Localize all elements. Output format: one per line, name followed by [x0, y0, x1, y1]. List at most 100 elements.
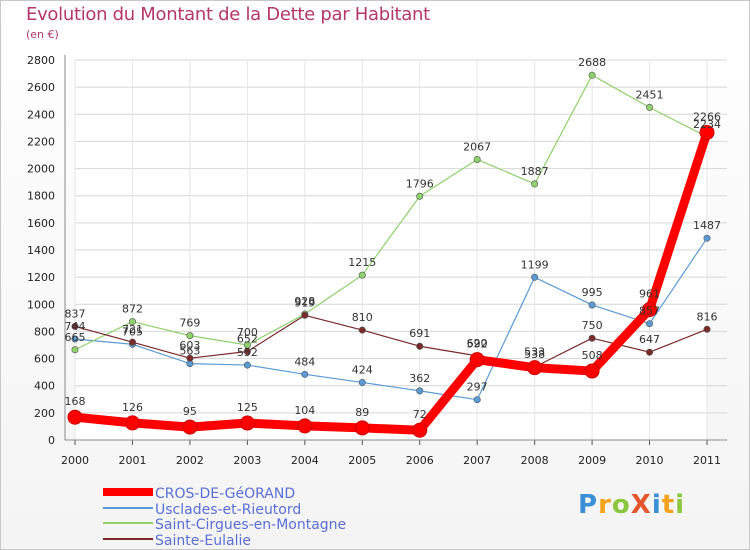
data-label: 816	[697, 310, 718, 323]
proxiti-logo: ProXiti	[578, 490, 685, 520]
data-label: 652	[237, 333, 258, 346]
data-point	[354, 420, 370, 436]
logo-letter: X	[630, 490, 652, 520]
data-label: 95	[183, 405, 197, 418]
data-label: 647	[639, 333, 660, 346]
series-line-0	[70, 127, 712, 435]
series-layer	[67, 71, 715, 438]
data-point	[473, 396, 481, 404]
data-label: 563	[179, 345, 200, 358]
x-tick-label: 2001	[118, 454, 146, 467]
data-point	[469, 352, 485, 368]
data-point	[301, 370, 309, 378]
data-point	[124, 415, 140, 431]
data-label: 769	[179, 317, 200, 330]
data-point	[186, 332, 194, 340]
data-label: 928	[294, 295, 315, 308]
data-label: 533	[524, 346, 545, 359]
data-label: 744	[65, 320, 86, 333]
data-label: 700	[237, 326, 258, 339]
x-tick-label: 2006	[406, 454, 434, 467]
data-label: 1215	[348, 256, 376, 269]
y-tick-label: 1400	[27, 244, 55, 257]
data-label: 1796	[406, 177, 434, 190]
x-tick-label: 2003	[233, 454, 261, 467]
data-label: 857	[639, 305, 660, 318]
x-tick-label: 2004	[291, 454, 319, 467]
data-label: 1887	[521, 165, 549, 178]
data-label: 1199	[521, 258, 549, 271]
data-point	[297, 418, 313, 434]
data-label: 552	[237, 346, 258, 359]
y-tick-label: 1800	[27, 190, 55, 203]
data-point	[182, 419, 198, 435]
data-label: 691	[409, 327, 430, 340]
data-label: 297	[467, 381, 488, 394]
x-tick-label: 2002	[176, 454, 204, 467]
data-label: 1487	[693, 219, 721, 232]
data-label: 872	[122, 303, 143, 316]
data-label: 810	[352, 311, 373, 324]
logo-letter: o	[611, 490, 631, 520]
data-point	[473, 155, 481, 163]
data-point	[358, 378, 366, 386]
data-point	[646, 103, 654, 111]
logo-letter: r	[598, 490, 612, 520]
data-label: 750	[582, 319, 603, 332]
data-point	[358, 326, 366, 334]
data-label: 2266	[693, 110, 721, 123]
series-line-1	[74, 237, 708, 401]
data-label: 362	[409, 372, 430, 385]
data-point	[642, 302, 658, 318]
data-point	[71, 346, 79, 354]
y-tick-label: 1600	[27, 217, 55, 230]
x-tick-label: 2005	[348, 454, 376, 467]
logo-letter: i	[675, 490, 686, 520]
data-point	[646, 320, 654, 328]
data-point	[186, 354, 194, 362]
y-tick-label: 2200	[27, 135, 55, 148]
data-label-layer: 744 705 563 552 484 424 362 297 1199 995 857 1487 66…	[65, 56, 722, 421]
data-point	[71, 335, 79, 343]
data-label: 125	[237, 401, 258, 414]
x-tick-label: 2007	[463, 454, 491, 467]
legend-label-1: Usclades-et-Rieutord	[155, 502, 301, 518]
data-point	[531, 273, 539, 281]
data-label: 508	[582, 349, 603, 362]
data-label: 484	[294, 355, 315, 368]
data-point	[128, 338, 136, 346]
data-point	[588, 71, 596, 79]
data-label: 104	[294, 404, 315, 417]
data-point	[301, 311, 309, 319]
data-point	[699, 124, 715, 140]
data-label: 424	[352, 363, 373, 376]
data-label: 665	[65, 331, 86, 344]
data-point	[531, 180, 539, 188]
data-point	[416, 192, 424, 200]
data-label: 72	[413, 408, 427, 421]
y-tick-label: 0	[48, 434, 55, 447]
data-label: 721	[122, 323, 143, 336]
chart-title: Evolution du Montant de la Dette par Hab…	[26, 4, 430, 25]
data-point	[67, 409, 83, 425]
data-label: 168	[65, 395, 86, 408]
data-point	[588, 301, 596, 309]
data-label: 620	[467, 337, 488, 350]
legend-label-0: CROS-DE-GéORAND	[155, 486, 295, 502]
data-point	[416, 342, 424, 350]
y-tick-label: 200	[34, 407, 55, 420]
data-point	[358, 271, 366, 279]
series-line-3	[74, 314, 708, 368]
data-label: 705	[122, 325, 143, 338]
legend-label-2: Saint-Cirgues-en-Montagne	[155, 517, 346, 533]
y-tick-label: 1200	[27, 271, 55, 284]
data-point	[243, 348, 251, 356]
x-tick-label: 2010	[636, 454, 664, 467]
x-tick-label: 2011	[693, 454, 721, 467]
data-point	[412, 422, 428, 438]
logo-letter: t	[661, 490, 676, 520]
data-label: 995	[582, 286, 603, 299]
legend-label-3: Sainte-Eulalie	[155, 533, 251, 549]
data-point	[71, 322, 79, 330]
grid-layer	[74, 59, 727, 441]
